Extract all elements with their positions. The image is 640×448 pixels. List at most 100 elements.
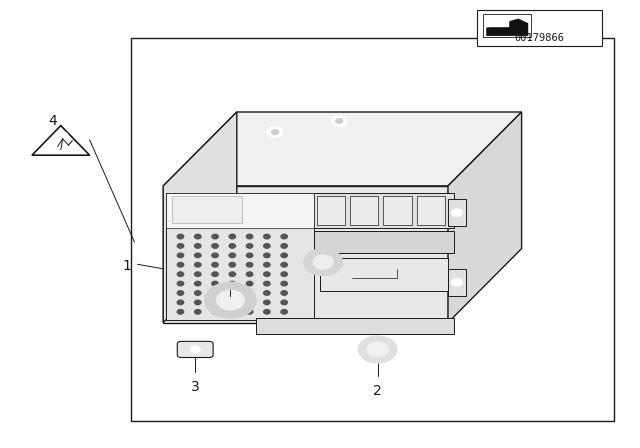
Circle shape: [177, 310, 184, 314]
Bar: [483, 14, 531, 37]
Polygon shape: [448, 112, 522, 323]
Circle shape: [281, 253, 287, 258]
Circle shape: [229, 310, 236, 314]
Bar: [314, 193, 454, 228]
Circle shape: [264, 281, 270, 286]
Circle shape: [212, 310, 218, 314]
Circle shape: [212, 272, 218, 276]
Circle shape: [190, 346, 200, 353]
Circle shape: [304, 249, 342, 276]
Circle shape: [246, 310, 253, 314]
Circle shape: [205, 282, 256, 318]
Circle shape: [264, 272, 270, 276]
Circle shape: [246, 281, 253, 286]
Circle shape: [281, 263, 287, 267]
Circle shape: [212, 300, 218, 305]
Bar: [320, 258, 448, 291]
Circle shape: [246, 263, 253, 267]
Circle shape: [229, 244, 236, 248]
Bar: [317, 196, 345, 225]
Circle shape: [177, 244, 184, 248]
Circle shape: [212, 263, 218, 267]
Circle shape: [281, 291, 287, 295]
Circle shape: [212, 234, 218, 239]
Bar: [314, 231, 454, 253]
Circle shape: [246, 300, 253, 305]
Text: 00179866: 00179866: [514, 33, 564, 43]
Circle shape: [246, 244, 253, 248]
Circle shape: [264, 244, 270, 248]
Circle shape: [367, 342, 388, 357]
Circle shape: [229, 300, 236, 305]
Circle shape: [271, 129, 279, 135]
Polygon shape: [486, 19, 509, 27]
Circle shape: [264, 263, 270, 267]
Circle shape: [264, 310, 270, 314]
Polygon shape: [486, 19, 528, 36]
Circle shape: [281, 244, 287, 248]
Bar: [350, 196, 378, 225]
Circle shape: [212, 244, 218, 248]
Bar: [477, 10, 602, 46]
Circle shape: [281, 234, 287, 239]
Circle shape: [229, 291, 236, 295]
Circle shape: [195, 272, 201, 276]
Circle shape: [264, 253, 270, 258]
Circle shape: [264, 234, 270, 239]
Circle shape: [212, 281, 218, 286]
Circle shape: [177, 272, 184, 276]
Circle shape: [195, 234, 201, 239]
Circle shape: [195, 300, 201, 305]
Bar: [172, 196, 242, 223]
Circle shape: [216, 290, 244, 310]
Circle shape: [212, 291, 218, 295]
Circle shape: [246, 272, 253, 276]
Bar: [256, 318, 454, 334]
Circle shape: [212, 253, 218, 258]
Circle shape: [58, 132, 68, 139]
Text: 2: 2: [373, 384, 382, 398]
Circle shape: [281, 310, 287, 314]
Circle shape: [177, 253, 184, 258]
Circle shape: [229, 263, 236, 267]
FancyBboxPatch shape: [177, 341, 213, 358]
Polygon shape: [163, 112, 237, 323]
Circle shape: [177, 234, 184, 239]
Circle shape: [195, 291, 201, 295]
Circle shape: [332, 116, 347, 126]
Polygon shape: [163, 186, 448, 323]
Circle shape: [451, 278, 463, 286]
Bar: [131, 38, 614, 421]
Circle shape: [195, 263, 201, 267]
Circle shape: [177, 291, 184, 295]
Circle shape: [281, 300, 287, 305]
Circle shape: [246, 234, 253, 239]
Circle shape: [358, 336, 397, 363]
Circle shape: [335, 118, 343, 124]
Circle shape: [195, 310, 201, 314]
Circle shape: [229, 234, 236, 239]
Circle shape: [264, 300, 270, 305]
Circle shape: [313, 255, 333, 269]
Circle shape: [177, 263, 184, 267]
Circle shape: [268, 127, 283, 138]
Text: 4: 4: [49, 114, 58, 128]
Circle shape: [451, 209, 463, 217]
Circle shape: [195, 244, 201, 248]
Bar: [448, 199, 466, 226]
Circle shape: [195, 253, 201, 258]
Bar: [417, 196, 445, 225]
Bar: [383, 196, 412, 225]
Polygon shape: [163, 112, 522, 186]
Text: 3: 3: [191, 380, 200, 394]
Circle shape: [229, 272, 236, 276]
Circle shape: [281, 281, 287, 286]
Circle shape: [229, 281, 236, 286]
Bar: [166, 193, 314, 228]
Circle shape: [229, 253, 236, 258]
Circle shape: [177, 300, 184, 305]
Circle shape: [246, 291, 253, 295]
Bar: [448, 269, 466, 296]
Bar: [166, 193, 314, 320]
Circle shape: [281, 272, 287, 276]
